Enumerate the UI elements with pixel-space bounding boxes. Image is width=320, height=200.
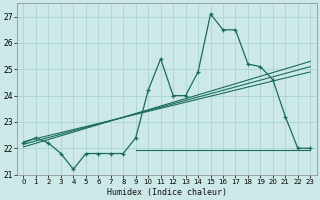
X-axis label: Humidex (Indice chaleur): Humidex (Indice chaleur): [107, 188, 227, 197]
